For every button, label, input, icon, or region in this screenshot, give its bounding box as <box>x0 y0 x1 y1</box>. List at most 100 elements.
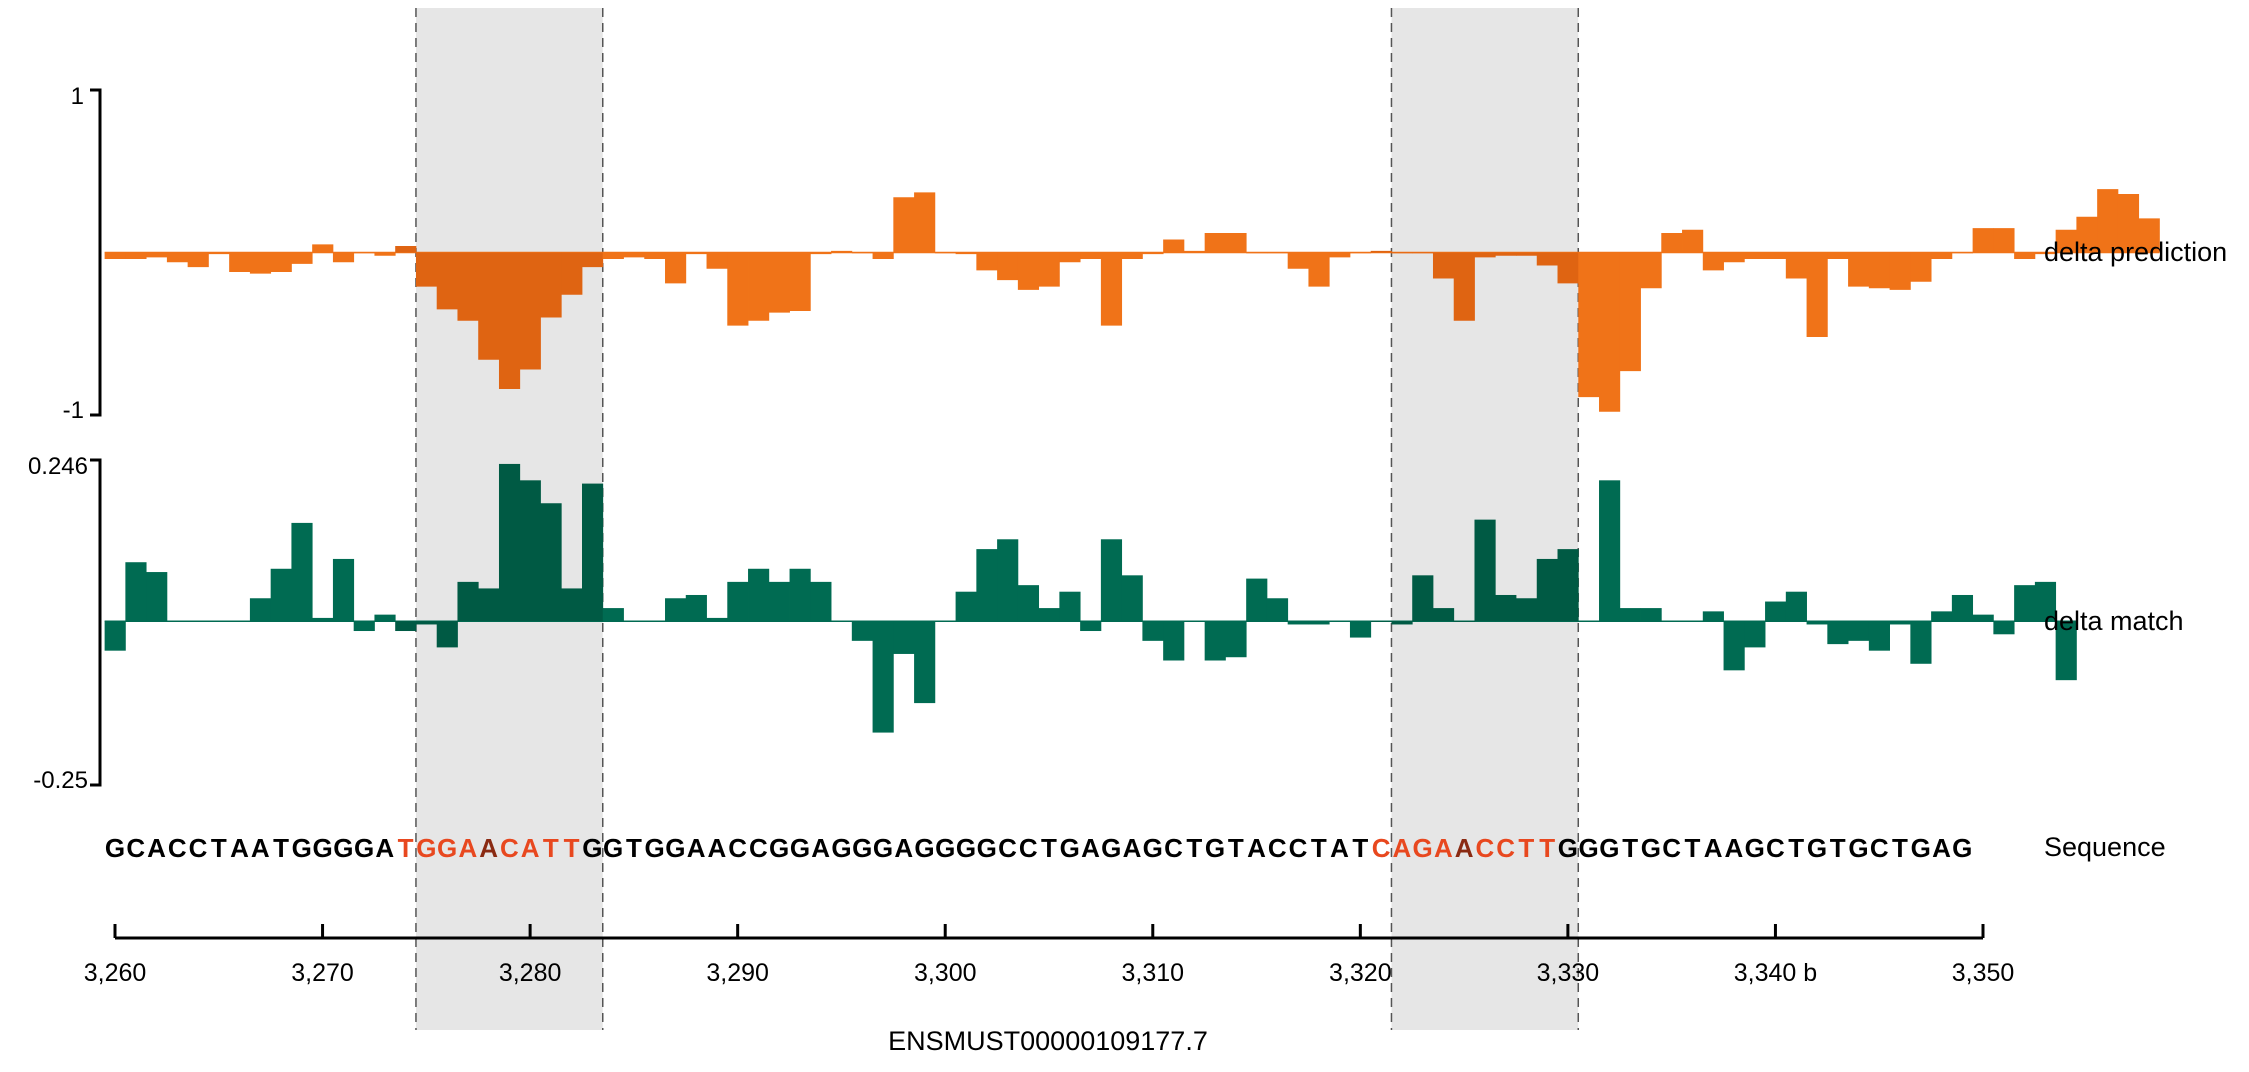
pred-bar <box>1931 252 1953 259</box>
match-bar <box>1370 621 1392 622</box>
pred-bar <box>1246 252 1268 254</box>
match-bar <box>1640 608 1662 622</box>
match-bar <box>208 621 230 622</box>
match-bar <box>1785 591 1807 622</box>
pred-bar <box>2117 194 2140 253</box>
sequence-base: A <box>1455 833 1474 863</box>
sequence-base: G <box>1101 833 1121 863</box>
sequence-base: T <box>564 833 580 863</box>
pred-bar <box>893 197 915 253</box>
match-bar <box>1557 549 1579 622</box>
delta-match-track <box>104 463 2077 733</box>
pred-bar <box>415 252 438 287</box>
match-bar <box>415 621 438 625</box>
match-bar <box>270 568 292 622</box>
match-bar <box>1868 621 1890 651</box>
sequence-base: G <box>1599 833 1619 863</box>
sequence-base: G <box>1558 833 1578 863</box>
match-bar <box>872 621 894 733</box>
sequence-base: A <box>1704 833 1723 863</box>
pred-bar <box>1536 252 1558 266</box>
sequence-base: C <box>998 833 1017 863</box>
match-bar <box>332 558 355 622</box>
match-bar <box>851 621 873 641</box>
pred-ytick-bottom: -1 <box>63 397 84 424</box>
x-tick-label: 3,320 <box>1329 959 1392 987</box>
match-bar <box>395 621 417 632</box>
match-bar <box>1183 621 1206 622</box>
sequence-base: T <box>1622 833 1638 863</box>
pred-bar <box>395 246 417 253</box>
highlight-region-1 <box>1391 8 1579 1030</box>
delta-match-label: delta match <box>2044 606 2184 636</box>
sequence-base: C <box>1475 833 1494 863</box>
pred-bar <box>748 252 770 321</box>
sequence-base: C <box>1870 833 1889 863</box>
match-bar <box>1951 594 1974 622</box>
sequence-base: A <box>811 833 830 863</box>
pred-bar <box>1204 233 1226 253</box>
match-bar <box>1910 621 1932 664</box>
match-bar <box>1080 621 1102 632</box>
sequence-base: T <box>1684 833 1700 863</box>
pred-bar <box>1183 250 1206 253</box>
sequence-base: G <box>1060 833 1080 863</box>
sequence-base: G <box>645 833 665 863</box>
sequence-base: C <box>1496 833 1515 863</box>
pred-bar <box>519 252 541 370</box>
match-bar <box>1059 591 1081 622</box>
pred-bar <box>727 252 749 326</box>
pred-bar <box>478 252 500 360</box>
match-bar <box>1931 611 1953 622</box>
sequence-base: G <box>105 833 125 863</box>
match-bar <box>1017 585 1040 622</box>
pred-bar <box>457 252 479 321</box>
pred-bar <box>1080 252 1102 259</box>
sequence-base: A <box>375 833 394 863</box>
sequence-base: A <box>1932 833 1951 863</box>
delta-prediction-label: delta prediction <box>2044 237 2227 267</box>
sequence-base: A <box>708 833 727 863</box>
pred-bar <box>2097 189 2119 253</box>
match-ytick-top: 0.246 <box>28 453 88 480</box>
sequence-base: T <box>543 833 559 863</box>
match-bar <box>1827 621 1849 645</box>
match-bar <box>1474 519 1496 622</box>
sequence-base: G <box>1745 833 1765 863</box>
pred-bar <box>706 252 728 269</box>
pred-bar <box>332 252 355 263</box>
match-bar <box>1225 621 1247 658</box>
sequence-base: C <box>749 833 768 863</box>
pred-bar <box>166 252 189 263</box>
match-bar <box>934 621 956 622</box>
match-bar <box>1204 621 1226 661</box>
match-bar <box>1287 621 1309 625</box>
sequence-base: A <box>479 833 498 863</box>
sequence-base: A <box>894 833 913 863</box>
match-bar <box>1848 621 1870 641</box>
match-bar <box>1536 558 1558 622</box>
pred-bar <box>1682 229 1704 253</box>
match-bar <box>582 483 604 622</box>
sequence-base: T <box>211 833 227 863</box>
pred-bar <box>2138 218 2160 253</box>
pred-bar <box>1578 252 1600 398</box>
match-bar <box>1889 621 1911 625</box>
sequence-base: A <box>1247 833 1266 863</box>
pred-bar <box>1059 252 1081 263</box>
pred-bar <box>2034 252 2057 255</box>
pred-bar <box>1017 252 1040 290</box>
sequence-base: C <box>1766 833 1785 863</box>
pred-bar <box>1619 252 1641 372</box>
x-tick-label: 3,310 <box>1121 959 1184 987</box>
sequence-base: C <box>1662 833 1681 863</box>
pred-bar <box>1557 252 1579 284</box>
sequence-base: C <box>1164 833 1183 863</box>
pred-bar <box>561 252 583 295</box>
sequence-base: C <box>168 833 187 863</box>
sequence-base: G <box>665 833 685 863</box>
sequence-base: A <box>1392 833 1411 863</box>
match-bar <box>1329 621 1351 622</box>
pred-bar <box>1640 252 1662 289</box>
sequence-base: T <box>1228 833 1244 863</box>
